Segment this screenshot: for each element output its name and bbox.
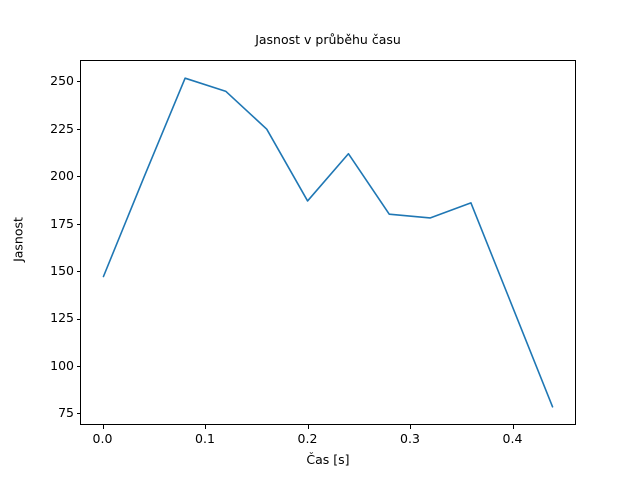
x-tick-label: 0.1 — [195, 431, 215, 446]
y-tick-label: 125 — [50, 310, 74, 326]
x-tick-mark — [307, 425, 309, 429]
y-tick-label: 150 — [50, 262, 74, 278]
x-tick-label: 0.0 — [92, 431, 113, 446]
y-axis-label: Jasnost — [10, 217, 26, 262]
x-tick-mark — [410, 425, 412, 429]
x-tick-mark — [102, 425, 104, 429]
x-tick-mark — [205, 425, 207, 429]
y-tick-label: 250 — [50, 73, 74, 89]
x-tick-label: 0.3 — [400, 431, 420, 446]
data-line-series-jasnost — [102, 77, 554, 408]
y-axis-label-container: Jasnost — [0, 60, 30, 425]
x-tick-label: 0.2 — [297, 431, 318, 446]
plot-axes — [80, 60, 576, 425]
y-tick-label: 175 — [50, 215, 74, 231]
x-tick-label: 0.4 — [502, 431, 523, 446]
y-tick-label: 100 — [50, 357, 74, 373]
data-line-svg — [102, 77, 554, 408]
y-tick-label: 200 — [50, 168, 74, 184]
page-title: Jasnost v průběhu času — [255, 32, 401, 47]
y-tick-label: 225 — [50, 120, 74, 136]
x-tick-mark — [512, 425, 514, 429]
y-tick-label: 75 — [58, 405, 74, 421]
x-axis-label: Čas [s] — [306, 452, 350, 467]
